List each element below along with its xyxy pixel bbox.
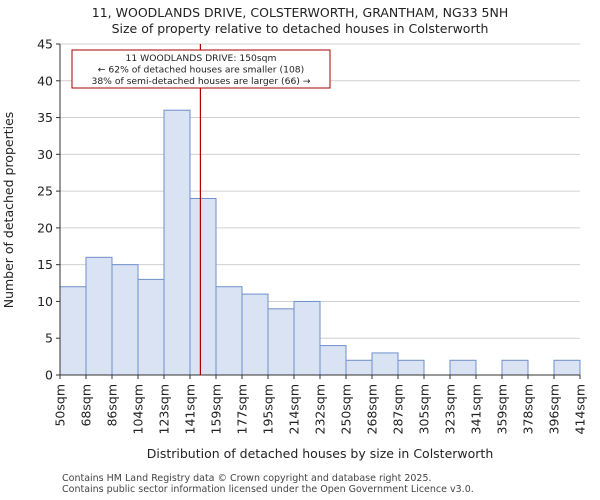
histogram-bar [449, 359, 477, 376]
x-tick-label: 341sqm [469, 384, 484, 434]
y-axis-label: Number of detached properties [1, 112, 16, 309]
x-tick-label: 159sqm [209, 384, 224, 434]
annotation-line: ← 62% of detached houses are smaller (10… [98, 65, 304, 76]
histogram-bar [59, 286, 87, 376]
histogram-bar [501, 359, 529, 376]
y-tick-label: 35 [37, 110, 53, 125]
histogram-bar [163, 109, 191, 376]
x-axis-label: Distribution of detached houses by size … [147, 446, 494, 461]
x-tick-label: 214sqm [287, 384, 302, 434]
y-tick-label: 0 [45, 368, 53, 383]
y-tick-label: 10 [37, 294, 53, 309]
footer-line-2: Contains public sector information licen… [62, 484, 474, 495]
annotation-box [71, 49, 331, 89]
annotation-line: 11 WOODLANDS DRIVE: 150sqm [126, 53, 277, 64]
y-tick-label: 20 [37, 220, 53, 235]
x-tick-label: 250sqm [339, 384, 354, 434]
histogram-bar [371, 352, 399, 376]
chart-title: 11, WOODLANDS DRIVE, COLSTERWORTH, GRANT… [92, 5, 508, 20]
histogram-bar [345, 359, 373, 376]
histogram-bar [189, 197, 217, 376]
x-tick-label: 305sqm [417, 384, 432, 434]
histogram-bar [137, 278, 165, 376]
y-tick-label: 15 [37, 257, 53, 272]
histogram-bar [319, 345, 347, 376]
y-tick-label: 25 [37, 184, 53, 199]
annotation-line: 38% of semi-detached houses are larger (… [91, 76, 310, 87]
x-tick-label: 50sqm [53, 384, 68, 427]
y-tick-label: 5 [45, 331, 53, 346]
x-tick-label: 177sqm [235, 384, 250, 434]
x-tick-label: 323sqm [443, 384, 458, 434]
x-tick-label: 68sqm [79, 384, 94, 427]
histogram-bar [241, 293, 269, 376]
x-tick-label: 86sqm [105, 384, 120, 427]
x-tick-label: 268sqm [365, 384, 380, 434]
x-tick-label: 195sqm [261, 384, 276, 434]
histogram-bar [267, 308, 295, 376]
histogram-bar [293, 300, 321, 376]
x-tick-label: 123sqm [157, 384, 172, 434]
y-tick-label: 45 [37, 37, 53, 52]
plot-area: 0 5 10 15 20 25 30 35 40 45 50sqm 68sqm 86sqm 104sqm 1… [37, 37, 587, 435]
histogram-bar [85, 256, 113, 376]
x-tick-label: 414sqm [573, 384, 588, 434]
histogram-bar [397, 359, 425, 376]
histogram-bar [215, 286, 243, 376]
x-tick-label: 359sqm [495, 384, 510, 434]
x-tick-label: 104sqm [131, 384, 146, 434]
x-tick-label: 287sqm [391, 384, 406, 434]
y-tick-label: 30 [37, 147, 53, 162]
x-tick-label: 141sqm [183, 384, 198, 434]
x-tick-label: 232sqm [313, 384, 328, 434]
y-tick-label: 40 [37, 73, 53, 88]
histogram-bar [553, 359, 581, 376]
x-tick-label: 378sqm [521, 384, 536, 434]
chart-subtitle: Size of property relative to detached ho… [112, 21, 489, 36]
histogram-bar [111, 264, 139, 376]
x-tick-label: 396sqm [547, 384, 562, 434]
footer-line-1: Contains HM Land Registry data © Crown c… [62, 473, 432, 484]
